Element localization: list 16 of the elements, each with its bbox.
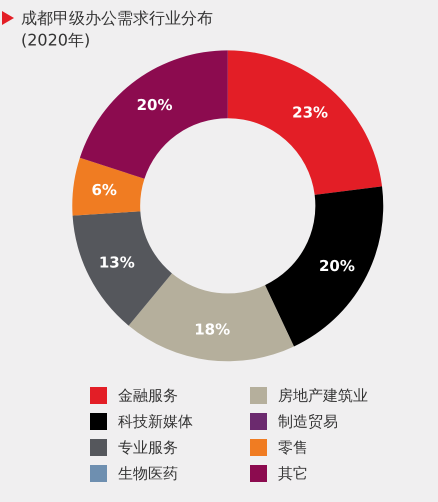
data-label: 13%: [98, 253, 135, 272]
legend-label: 制造贸易: [278, 412, 338, 430]
legend-label: 生物医药: [118, 464, 178, 482]
legend-label: 科技新媒体: [118, 412, 193, 430]
chart-title: 成都甲级办公需求行业分布: [21, 8, 213, 28]
data-label: 18%: [194, 320, 230, 338]
legend-label: 零售: [278, 438, 308, 456]
chart-subtitle: (2020年): [21, 30, 90, 50]
legend-label: 房地产建筑业: [278, 386, 368, 404]
legend-label: 其它: [278, 464, 308, 482]
legend-label: 专业服务: [118, 438, 178, 456]
data-label: 23%: [292, 103, 328, 122]
data-label: 6%: [91, 181, 117, 200]
data-label: 20%: [136, 96, 173, 114]
legend-label: 金融服务: [118, 386, 178, 404]
data-label: 20%: [318, 256, 355, 275]
